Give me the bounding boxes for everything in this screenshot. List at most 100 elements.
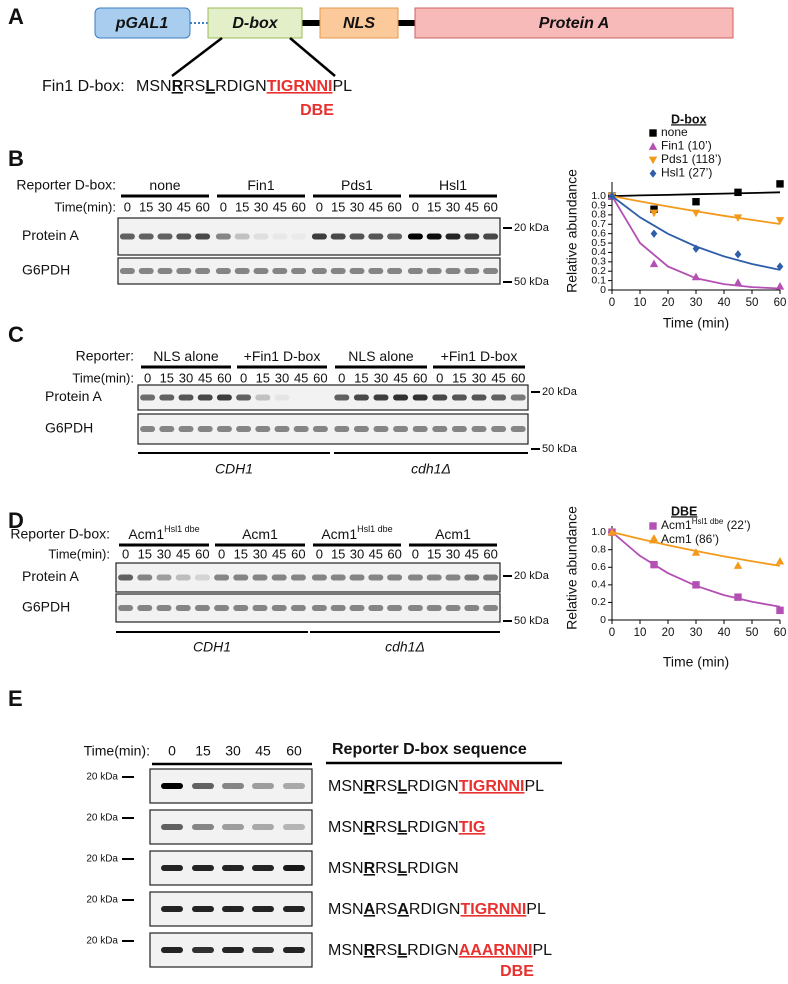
band xyxy=(233,605,249,611)
data-point xyxy=(733,214,743,222)
sequence: MSNRRSLRDIGNAAARNNIPL xyxy=(328,942,552,959)
panel-label: C xyxy=(8,322,24,347)
band xyxy=(330,268,346,274)
band xyxy=(222,783,244,789)
time-point: 0 xyxy=(412,546,419,561)
band xyxy=(464,574,480,581)
band xyxy=(290,574,306,581)
x-tick-label: 0 xyxy=(609,297,615,309)
group-name: NLS alone xyxy=(348,348,414,364)
header: Reporter D-box: xyxy=(10,526,110,542)
x-tick-label: 40 xyxy=(718,297,731,309)
time-point: 30 xyxy=(275,370,289,385)
legend-title: DBE xyxy=(671,504,697,518)
legend-name: Pds1 (118’) xyxy=(661,152,721,166)
legend-name: Acm1 (86’) xyxy=(661,532,719,546)
time-point: 45 xyxy=(272,546,286,561)
band xyxy=(140,426,156,432)
band xyxy=(197,394,213,401)
band xyxy=(252,865,274,871)
legend-marker xyxy=(649,129,657,137)
sequence-segment: MSN xyxy=(328,860,364,877)
data-point xyxy=(734,250,742,259)
time-point: 15 xyxy=(256,370,270,385)
time-point: 0 xyxy=(316,546,323,561)
time-point: 0 xyxy=(124,199,131,214)
band xyxy=(283,783,305,789)
band xyxy=(192,783,214,789)
group-name: Acm1 xyxy=(435,526,471,542)
data-point xyxy=(692,198,700,206)
sequence-segment: RS xyxy=(375,901,397,918)
sequence-segment: PL xyxy=(332,78,352,95)
x-tick-label: 30 xyxy=(690,297,703,309)
callout-line xyxy=(171,37,223,77)
band xyxy=(194,574,210,581)
strain-label: cdh1Δ xyxy=(411,461,451,477)
band xyxy=(253,233,269,240)
band xyxy=(426,574,442,581)
construct-label: NLS xyxy=(343,15,375,32)
key-residue: R xyxy=(364,778,376,795)
x-tick-label: 40 xyxy=(718,627,731,639)
key-residue: A xyxy=(397,901,409,918)
sequence: MSNRRSLRDIGNTIG xyxy=(328,819,485,836)
y-tick-label: 0.8 xyxy=(591,209,606,221)
sequence-segment: PL xyxy=(524,778,544,795)
blot xyxy=(137,384,529,411)
dbe-residues: TIGRNNI xyxy=(460,901,526,918)
data-point xyxy=(776,180,784,188)
size-marker: 20 kDa xyxy=(86,813,118,824)
time-point: 45 xyxy=(491,370,505,385)
key-residue: L xyxy=(397,942,407,959)
time-point: 60 xyxy=(195,546,209,561)
band xyxy=(334,426,350,432)
nls-box xyxy=(319,7,399,39)
legend-marker xyxy=(648,142,658,150)
time-point: 45 xyxy=(176,546,190,561)
time-point: 15 xyxy=(452,370,466,385)
data-point xyxy=(775,556,785,565)
band xyxy=(368,233,384,240)
band xyxy=(271,605,287,611)
band xyxy=(426,268,442,274)
band xyxy=(140,394,156,401)
y-tick-label: 0 xyxy=(600,614,606,626)
band xyxy=(274,426,290,432)
size-marker: 50 kDa xyxy=(514,615,550,627)
y-tick-label: 0.6 xyxy=(591,561,606,573)
band xyxy=(236,426,252,432)
legend-title: D-box xyxy=(671,112,706,126)
panel-label: D xyxy=(8,508,24,533)
legend-name: none xyxy=(661,125,688,139)
key-residue: L xyxy=(397,860,407,877)
time-point: 60 xyxy=(291,199,305,214)
band xyxy=(311,233,327,240)
legend-entry: Fin1 (10’) xyxy=(661,139,712,153)
time-point: 45 xyxy=(369,199,383,214)
group-name: Acm1 xyxy=(321,526,357,542)
data-point xyxy=(691,209,701,218)
strain-label: CDH1 xyxy=(215,461,253,477)
band xyxy=(252,906,274,912)
time-point: 0 xyxy=(412,199,419,214)
y-tick-label: 1.0 xyxy=(591,526,606,538)
band xyxy=(255,394,271,401)
band xyxy=(387,233,403,240)
time-point: 0 xyxy=(218,546,225,561)
band xyxy=(483,268,499,274)
band xyxy=(119,268,135,274)
legend-entry: Acm1 (86’) xyxy=(661,532,719,546)
band xyxy=(137,605,153,611)
sequence: MSNRRSLRDIGN xyxy=(328,860,459,877)
time-point: 45 xyxy=(198,370,212,385)
band xyxy=(464,233,480,240)
band xyxy=(291,234,306,240)
time-point: 15 xyxy=(331,546,345,561)
band xyxy=(407,605,423,611)
band xyxy=(451,394,467,401)
time-label: Time(min): xyxy=(54,199,116,214)
band xyxy=(368,574,384,581)
dbe-residues: TIGRNNI xyxy=(459,778,525,795)
band xyxy=(161,824,183,830)
